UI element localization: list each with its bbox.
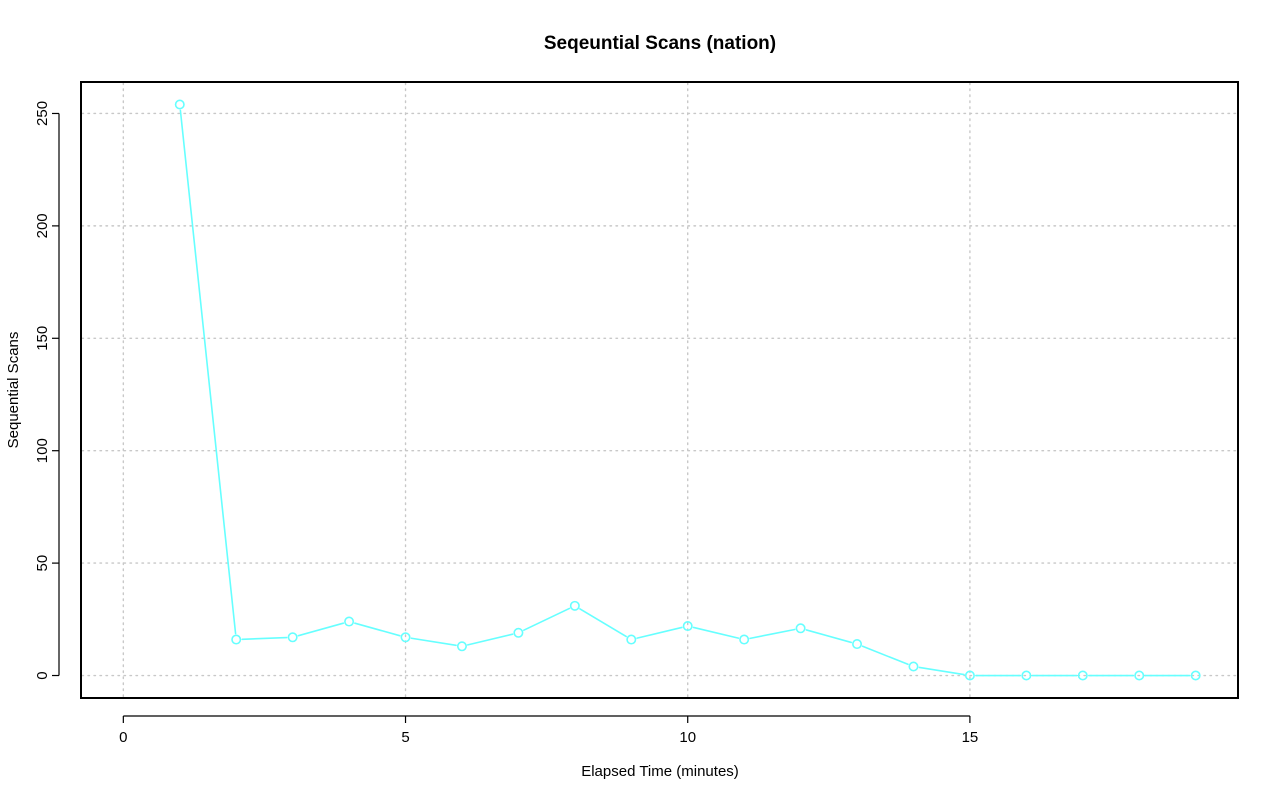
series-line-segment <box>241 636 288 641</box>
x-tick-label: 0 <box>119 729 127 746</box>
series-line-segment <box>749 628 796 640</box>
data-point <box>569 600 580 611</box>
y-tick-label: 200 <box>34 213 51 238</box>
series-layer <box>174 99 1201 681</box>
data-point <box>1077 670 1088 681</box>
series-line-segment <box>297 622 345 637</box>
chart-title: Seqeuntial Scans (nation) <box>544 33 776 54</box>
series-line-segment <box>354 622 401 637</box>
data-point <box>682 621 693 632</box>
data-point <box>908 661 919 672</box>
x-tick-label: 15 <box>962 729 979 746</box>
data-point <box>174 99 185 110</box>
data-point <box>456 641 467 652</box>
series-line-segment <box>466 633 514 646</box>
data-point <box>287 632 298 643</box>
series-line-segment <box>805 629 853 644</box>
y-tick-label: 250 <box>34 101 51 126</box>
data-point <box>964 670 975 681</box>
y-axis: 0 50 100 150 200 250 <box>34 101 60 680</box>
series-line-segment <box>410 637 457 647</box>
data-point <box>231 634 242 645</box>
series-line-segment <box>636 626 683 639</box>
series-line-segment <box>523 607 571 632</box>
x-axis: 0 5 10 15 <box>119 715 979 746</box>
y-axis-label: Sequential Scans <box>5 332 22 449</box>
data-point <box>739 634 750 645</box>
x-tick-label: 10 <box>679 729 696 746</box>
data-point <box>852 639 863 650</box>
series-line-segment <box>692 626 740 639</box>
data-point <box>1021 670 1032 681</box>
data-point <box>1134 670 1145 681</box>
data-point <box>513 627 524 638</box>
data-point <box>626 634 637 645</box>
y-tick-label: 50 <box>34 555 51 572</box>
series-line-segment <box>579 608 627 638</box>
series-line-segment <box>861 645 909 666</box>
plot-frame <box>80 81 1239 699</box>
x-tick-label: 5 <box>401 729 409 746</box>
grid <box>81 82 1238 698</box>
y-tick-label: 150 <box>34 326 51 351</box>
series-line-segment <box>918 666 965 676</box>
series-line-segment <box>179 109 237 635</box>
data-point <box>795 623 806 634</box>
x-axis-label: Elapsed Time (minutes) <box>581 763 739 780</box>
y-tick-label: 0 <box>34 671 51 679</box>
y-tick-label: 100 <box>34 438 51 463</box>
data-point <box>1190 670 1201 681</box>
data-point <box>344 616 355 627</box>
data-point <box>400 632 411 643</box>
